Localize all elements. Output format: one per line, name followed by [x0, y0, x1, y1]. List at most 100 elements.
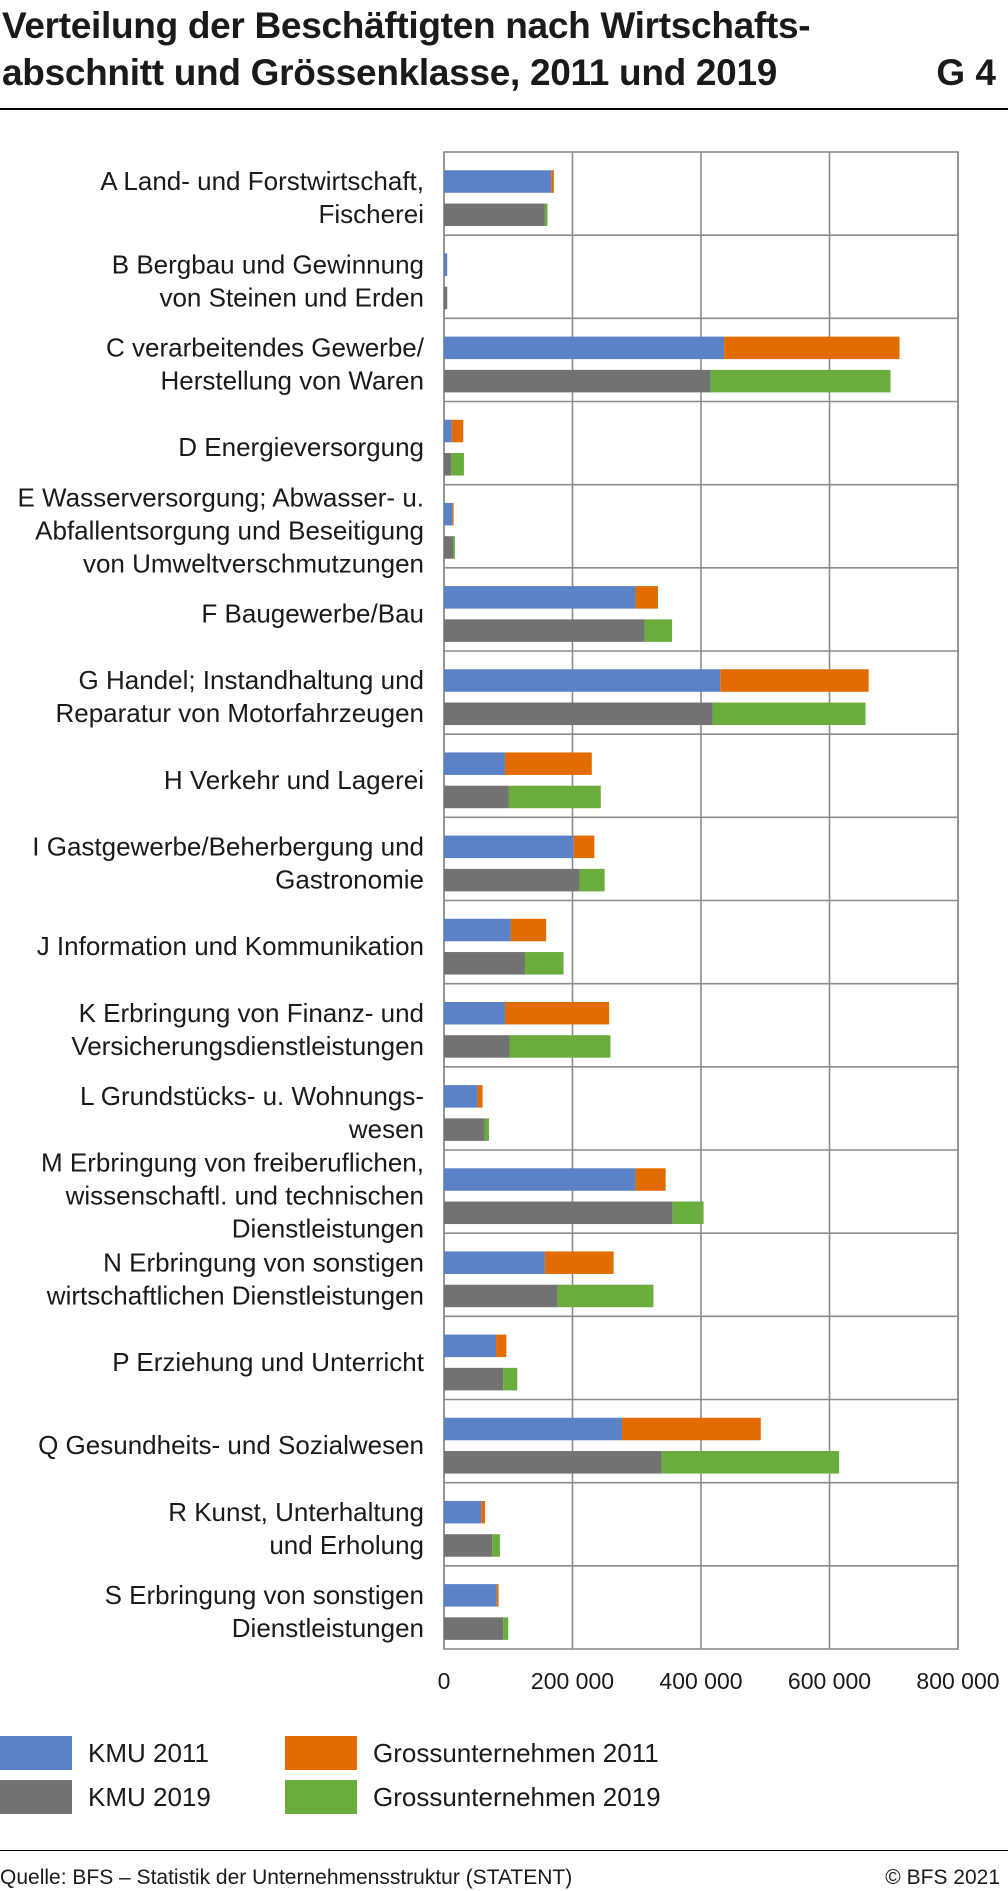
category-label: P Erziehung und Unterricht	[112, 1347, 424, 1377]
category-label-line: Q Gesundheits- und Sozialwesen	[38, 1430, 424, 1460]
header-rule	[0, 108, 1008, 110]
category-label-line: wissenschaftl. und technischen	[65, 1181, 424, 1211]
x-tick-label: 800 000	[916, 1668, 999, 1694]
copyright-note: © BFS 2021	[885, 1866, 1000, 1889]
source-note: Quelle: BFS – Statistik der Unternehmens…	[0, 1866, 573, 1889]
bar-gross-2011	[510, 918, 547, 942]
category-label: B Bergbau und Gewinnung von Steinen und E…	[112, 249, 424, 312]
bar-kmu-2019	[444, 619, 645, 642]
bar-kmu-2019	[444, 453, 452, 476]
legend-label-gross-2011: Grossunternehmen 2011	[373, 1737, 659, 1768]
category-label-line: C verarbeitendes Gewerbe/	[106, 332, 425, 362]
bar-gross-2011	[481, 1500, 486, 1524]
bar-kmu-2011	[444, 752, 506, 775]
bar-kmu-2019	[444, 785, 509, 809]
bar-gross-2019	[508, 785, 601, 809]
category-label-line: J Information und Kommunikation	[37, 931, 424, 961]
bar-kmu-2011	[444, 918, 511, 942]
bar-kmu-2019	[444, 702, 713, 726]
legend-swatch-gross-2019	[285, 1780, 357, 1814]
category-label-line: Gastronomie	[275, 864, 424, 894]
bar-gross-2019	[644, 619, 673, 642]
category-label: R Kunst, Unterhaltung und Erholung	[168, 1497, 424, 1560]
bar-gross-2011	[452, 502, 454, 526]
category-label-line: G Handel; Instandhaltung und	[79, 665, 424, 695]
category-label: N Erbringung von sonstigen wirtschaftlich…	[46, 1247, 424, 1310]
category-label-line: L Grundstücks- u. Wohnungs-	[80, 1081, 424, 1111]
category-label-line: wirtschaftlichen Dienstleistungen	[46, 1280, 424, 1310]
category-label-line: von Steinen und Erden	[159, 282, 424, 312]
bar-kmu-2011	[444, 669, 721, 692]
bar-kmu-2011	[444, 1168, 636, 1191]
bar-kmu-2011	[444, 1417, 622, 1441]
bar-gross-2011	[496, 1584, 499, 1607]
bar-gross-2011	[720, 669, 869, 692]
category-label: Q Gesundheits- und Sozialwesen	[38, 1430, 424, 1460]
bar-kmu-2019	[444, 952, 525, 975]
bar-kmu-2011	[444, 1085, 478, 1108]
bar-kmu-2019	[444, 1035, 510, 1058]
bar-gross-2011	[505, 1001, 610, 1025]
bar-gross-2011	[724, 336, 900, 360]
bar-gross-2011	[573, 835, 595, 859]
category-label: E Wasserversorgung; Abwasser- u. Abfallen…	[17, 482, 424, 578]
bar-kmu-2011	[444, 1500, 482, 1524]
category-label-line: P Erziehung und Unterricht	[112, 1347, 424, 1377]
category-label: D Energieversorgung	[178, 432, 424, 462]
category-label-line: H Verkehr und Lagerei	[164, 765, 424, 795]
category-label: S Erbringung von sonstigen Dienstleistung…	[105, 1580, 424, 1643]
category-label: A Land- und Forstwirtschaft, Fischerei	[100, 166, 424, 229]
bar-gross-2011	[496, 1334, 507, 1358]
x-tick-label: 600 000	[788, 1668, 871, 1694]
bar-kmu-2011	[444, 1001, 506, 1025]
category-label-line: Versicherungsdienstleistungen	[71, 1031, 424, 1061]
bar-kmu-2019	[444, 1118, 485, 1141]
bar-kmu-2019	[444, 868, 580, 892]
bar-gross-2019	[524, 952, 564, 975]
category-label-line: N Erbringung von sonstigen	[103, 1247, 424, 1277]
bar-gross-2019	[672, 1201, 704, 1225]
chart-title-line-2: abschnitt und Grössenklasse, 2011 und 20…	[2, 52, 778, 93]
bar-gross-2019	[503, 1367, 518, 1391]
bar-gross-2011	[621, 1417, 761, 1441]
bar-kmu-2011	[444, 253, 448, 276]
bar-kmu-2019	[444, 1617, 504, 1640]
legend-swatch-kmu-2011	[0, 1736, 72, 1770]
bar-gross-2019	[661, 1451, 840, 1474]
legend-label-gross-2019: Grossunternehmen 2019	[373, 1781, 661, 1812]
chart-title: Verteilung der Beschäftigten nach Wirtsc…	[2, 2, 902, 96]
chart-title-line-1: Verteilung der Beschäftigten nach Wirtsc…	[2, 5, 811, 46]
bar-gross-2011	[635, 1168, 666, 1191]
bar-kmu-2011	[444, 1334, 497, 1358]
legend-label-kmu-2019: KMU 2019	[88, 1781, 211, 1812]
bar-kmu-2011	[444, 336, 725, 360]
category-label: G Handel; Instandhaltung und Reparatur vo…	[55, 665, 424, 728]
legend-swatch-gross-2011	[285, 1736, 357, 1770]
figure-number: G 4	[936, 52, 996, 93]
bar-kmu-2019	[444, 1534, 493, 1557]
bar-gross-2019	[712, 702, 866, 726]
category-label-line: R Kunst, Unterhaltung	[168, 1497, 424, 1527]
category-label-line: A Land- und Forstwirtschaft,	[100, 166, 424, 196]
x-tick-label: 0	[438, 1668, 451, 1694]
x-tick-label: 400 000	[659, 1668, 742, 1694]
bar-kmu-2019	[444, 1284, 558, 1308]
category-label-line: Abfallentsorgung und Beseitigung	[35, 515, 424, 545]
category-label-line: von Umweltverschmutzungen	[83, 548, 424, 578]
category-label-line: F Baugewerbe/Bau	[201, 598, 424, 628]
category-label: H Verkehr und Lagerei	[164, 765, 424, 795]
bar-gross-2019	[503, 1617, 509, 1640]
legend-label-kmu-2011: KMU 2011	[88, 1737, 209, 1768]
bar-gross-2019	[484, 1118, 489, 1141]
category-label-line: E Wasserversorgung; Abwasser- u.	[17, 482, 424, 512]
category-label-line: B Bergbau und Gewinnung	[112, 249, 424, 279]
category-label-line: I Gastgewerbe/Beherbergung und	[32, 831, 424, 861]
bar-gross-2011	[544, 1251, 614, 1274]
legend-swatch-kmu-2019	[0, 1780, 72, 1814]
bar-kmu-2019	[444, 369, 711, 393]
bar-kmu-2011	[444, 1584, 497, 1607]
bar-gross-2019	[452, 536, 455, 559]
category-label: C verarbeitendes Gewerbe/Herstellung von…	[106, 332, 425, 395]
category-label: I Gastgewerbe/Beherbergung und Gastronomi…	[32, 831, 424, 894]
bar-gross-2019	[509, 1035, 611, 1058]
